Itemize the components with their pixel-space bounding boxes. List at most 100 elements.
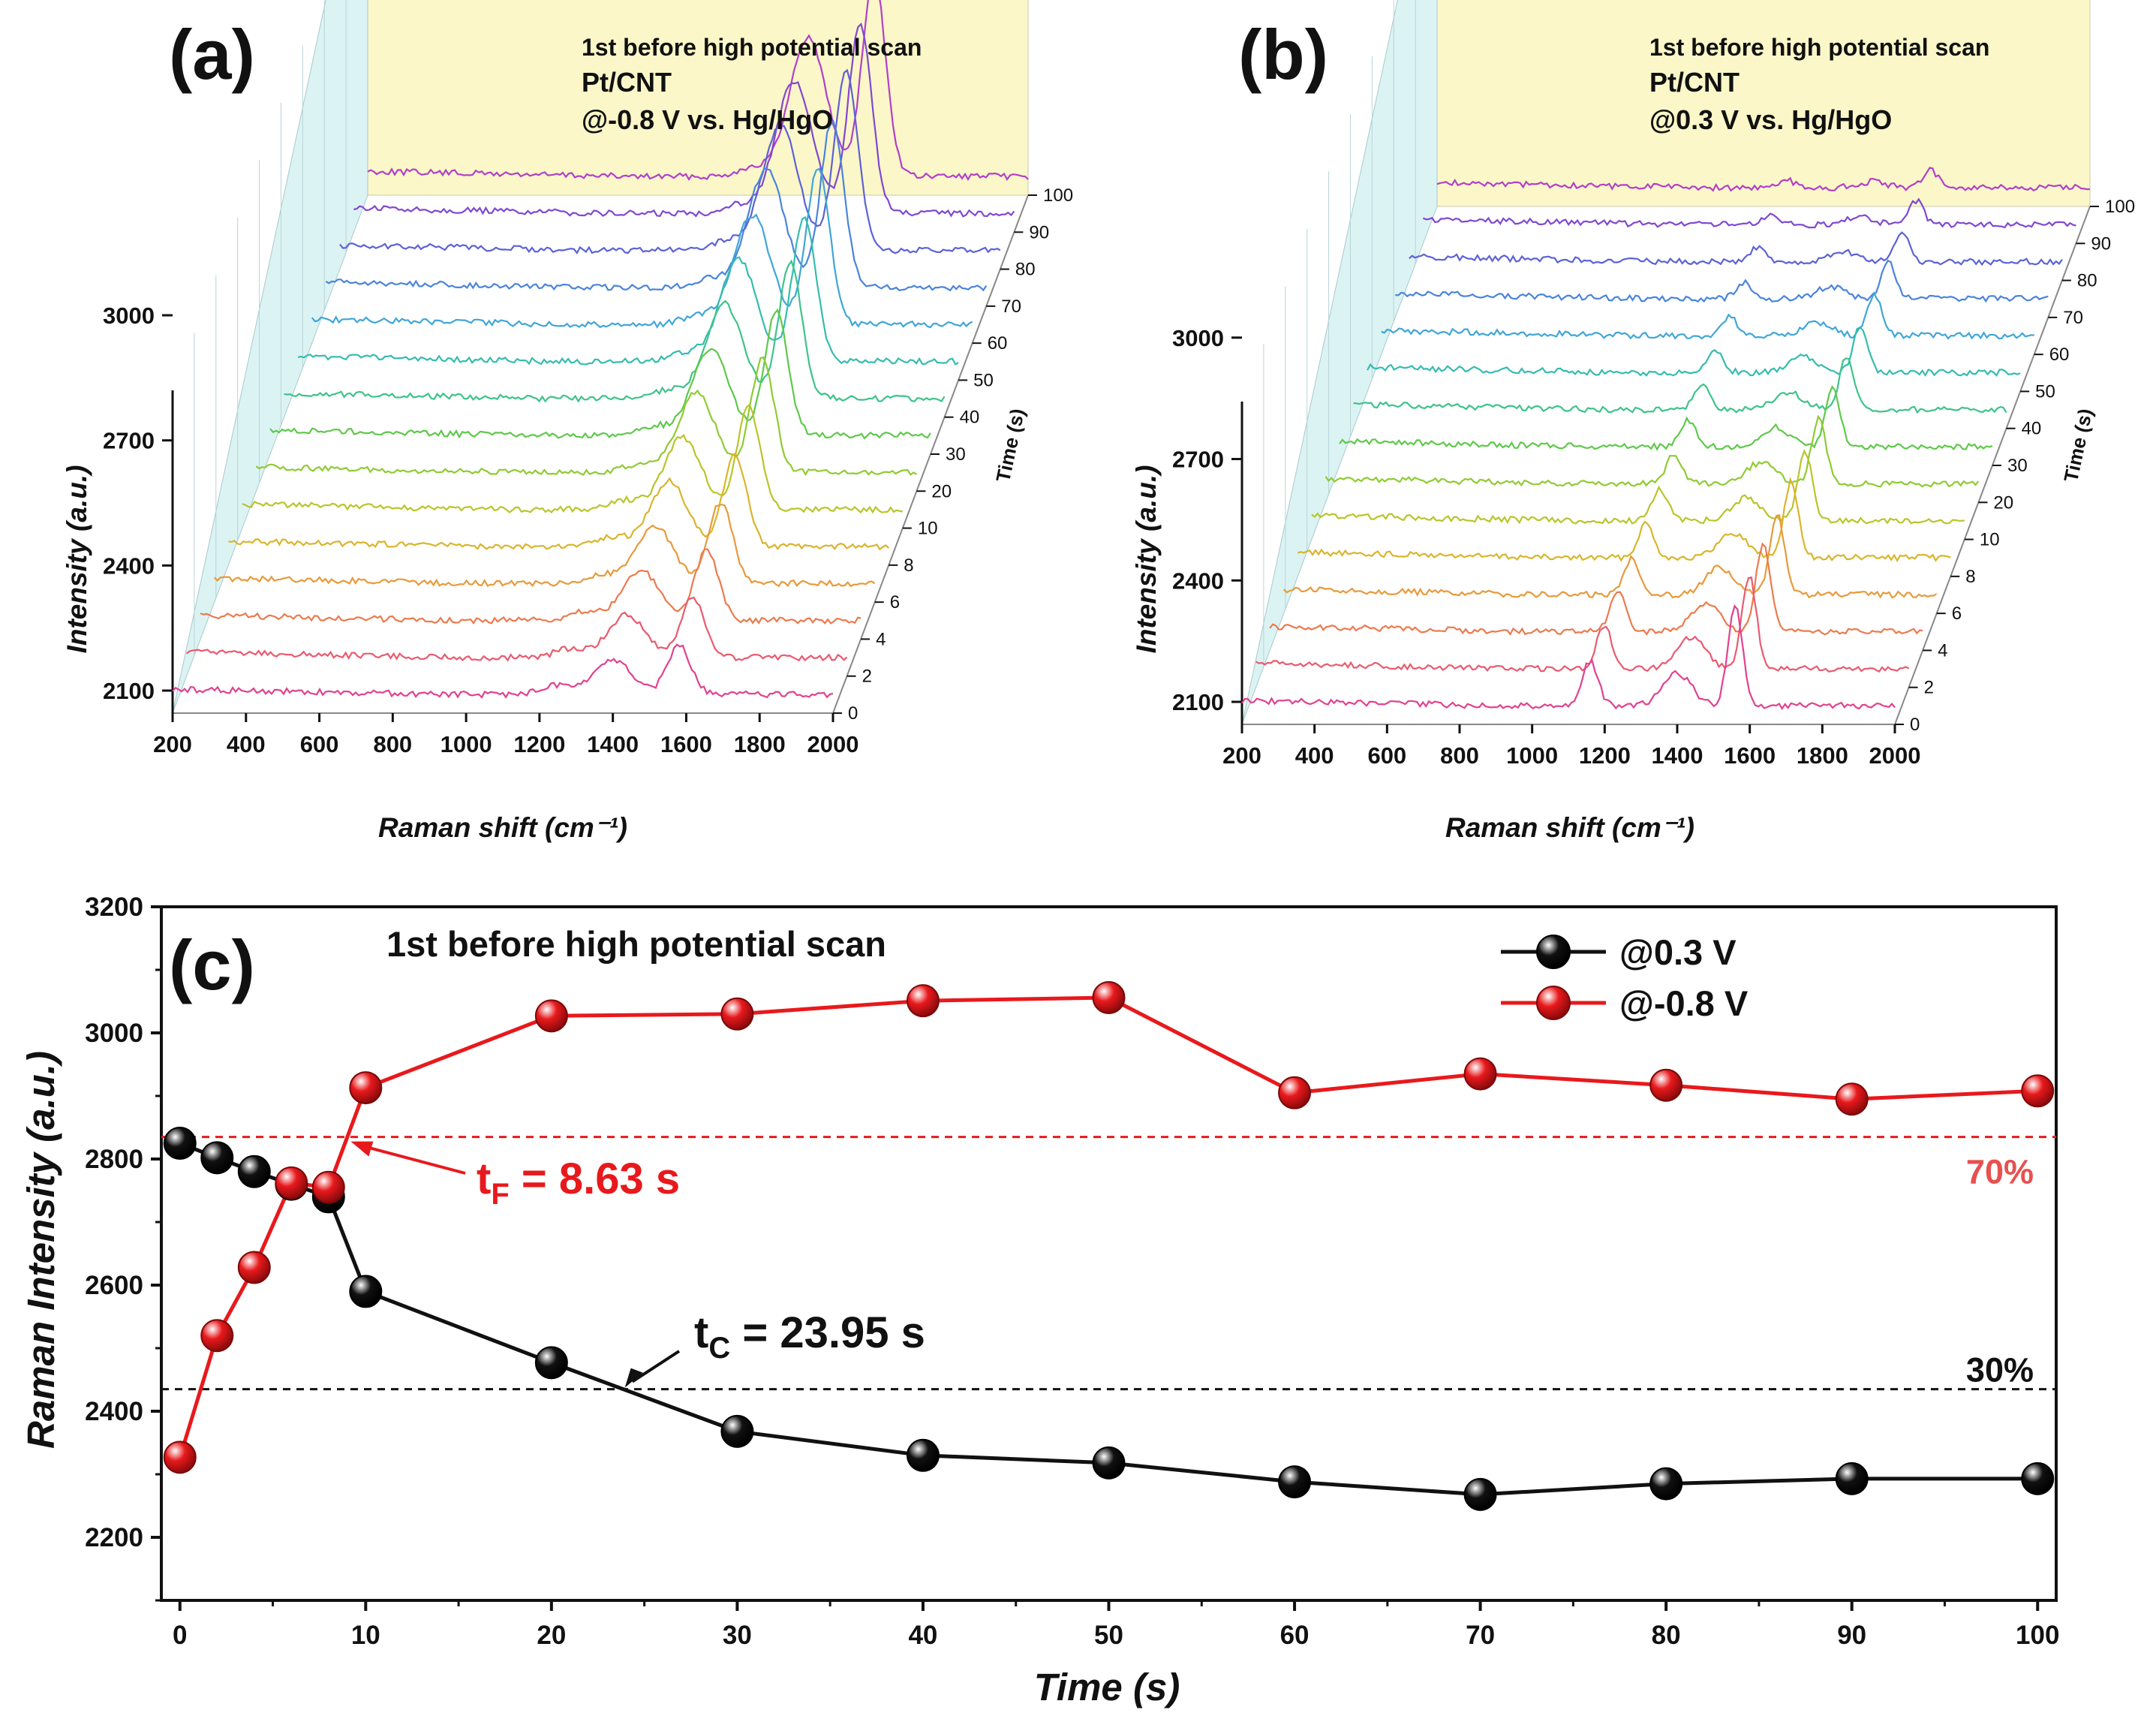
panel-a-spectrum-60	[311, 167, 973, 329]
legend-label-1: @-0.8 V	[1619, 983, 1749, 1023]
panel-a-spectrum-4	[200, 548, 861, 625]
panel-a-back-wall	[367, 0, 1029, 196]
panel-c-x-axis-title: Time (s)	[1034, 1666, 1180, 1708]
panel-b-time-tick-label: 40	[2022, 419, 2042, 439]
panel-b-x-tick-label: 1000	[1506, 742, 1558, 769]
panel-a-time-axis-title: Time (s)	[991, 406, 1029, 483]
panel-c-series-line-0	[179, 1141, 2038, 1497]
panel-c-ref-label-30%: 30%	[1966, 1351, 2034, 1389]
panel-b-time-tick-label: 70	[2063, 308, 2083, 328]
panel-c-point-1-100	[2021, 1074, 2055, 1108]
panel-a-time-tick-label: 70	[1001, 297, 1021, 317]
panel-b-x-tick-label: 2000	[1869, 742, 1921, 769]
annotation-tF: tF = 8.63 s	[477, 1154, 680, 1211]
panel-a-inset-line-1: 1st before high potential scan	[582, 34, 922, 61]
panel-b-spectrum-100	[1436, 167, 2091, 192]
annotation-arrowhead-tF	[350, 1141, 374, 1157]
panel-b-side-wall	[1241, 0, 1438, 725]
panel-a-x-tick-label: 200	[153, 731, 192, 757]
panel-label-b: (b)	[1238, 15, 1328, 94]
panel-c-point-1-0	[163, 1440, 197, 1474]
panel-a-time-tick-label: 40	[960, 408, 980, 428]
panel-b-spectrum-20	[1325, 414, 1980, 488]
legend-marker-1	[1536, 986, 1571, 1020]
panel-c-ref-label-70%: 70%	[1966, 1153, 2034, 1191]
panel-c-x-tick-label: 0	[173, 1621, 187, 1650]
panel-c-point-0-2	[200, 1141, 234, 1175]
panel-c-point-0-80	[1649, 1467, 1683, 1501]
panel-c-point-1-90	[1835, 1082, 1869, 1116]
panel-c-x-tick-label: 80	[1652, 1621, 1681, 1650]
panel-a-time-tick-label: 8	[904, 555, 913, 576]
annotation-arrowhead-tC	[624, 1368, 643, 1388]
panel-c-point-1-60	[1278, 1076, 1312, 1109]
panel-a-x-tick-label: 1200	[513, 731, 565, 757]
panel-b-x-tick-label: 1200	[1579, 742, 1631, 769]
panel-c-point-0-20	[534, 1346, 568, 1380]
panel-b-spectrum-6	[1282, 513, 1938, 599]
panel-c-point-0-30	[720, 1414, 754, 1448]
panel-b-x-axis-title: Raman shift (cm⁻¹)	[1445, 812, 1694, 843]
panel-a-spectrum-80	[339, 68, 1001, 255]
panel-a-inset-line-2: Pt/CNT	[582, 67, 672, 98]
panel-a-spectrum-70	[325, 119, 988, 292]
panel-a-spectrum-40	[284, 259, 946, 403]
panel-b-spectrum-8	[1297, 477, 1951, 563]
panel-a-time-tick-label: 2	[862, 667, 872, 687]
annotation-tC: tC = 23.95 s	[694, 1308, 925, 1365]
panel-c-x-tick-label: 50	[1094, 1621, 1123, 1650]
panel-c-y-axis-title: Raman Intensity (a.u.)	[20, 1051, 62, 1449]
panel-c-point-1-6	[275, 1166, 308, 1200]
panel-a-spectrum-20	[255, 356, 917, 477]
panel-c-point-0-40	[906, 1438, 940, 1472]
panel-a-time-tick-label: 60	[988, 333, 1008, 354]
panel-a-spectrum-2	[185, 596, 848, 662]
panel-c-point-1-80	[1649, 1068, 1683, 1102]
panel-b-spectrum-90	[1422, 197, 2076, 229]
panel-b-x-tick-label: 200	[1222, 742, 1261, 769]
panel-c-point-1-40	[906, 984, 940, 1018]
panel-b-y-tick-label: 2700	[1172, 447, 1224, 473]
panel-b-time-tick-label: 8	[1965, 567, 1975, 587]
panel-b-time-tick-label: 90	[2091, 233, 2111, 254]
panel-a-spectrum-90	[353, 22, 1015, 218]
panel-b-spectrum-50	[1367, 326, 2021, 378]
annotation-arrow-tC	[631, 1350, 681, 1383]
panel-a-time-tick-label: 100	[1043, 185, 1073, 206]
panel-a-x-tick-label: 400	[227, 731, 266, 757]
panel-c-x-tick-label: 90	[1837, 1621, 1866, 1650]
panel-c-x-tick-label: 100	[2016, 1621, 2059, 1650]
panel-b-spectrum-60	[1381, 291, 2034, 340]
panel-c-point-1-30	[720, 997, 754, 1031]
panel-c-y-tick-label: 2400	[85, 1397, 143, 1426]
panel-a-spectrum-0	[172, 643, 834, 699]
panel-c-point-1-50	[1092, 980, 1126, 1014]
panel-b-y-tick-label: 2100	[1172, 689, 1224, 715]
panel-b-inset-line-1: 1st before high potential scan	[1649, 34, 1989, 61]
panel-b-spectrum-4	[1269, 542, 1923, 637]
panel-a-y-tick-label: 2400	[103, 552, 155, 579]
panel-a-spectrum-8	[228, 453, 890, 551]
panel-c-y-tick-label: 2200	[85, 1523, 143, 1552]
panel-b-time-tick-label: 100	[2105, 197, 2135, 217]
panel-a-time-tick-label: 20	[931, 481, 952, 501]
panel-c-x-tick-label: 10	[351, 1621, 380, 1650]
panel-a-time-tick-label: 50	[973, 370, 994, 390]
panel-b-x-tick-label: 400	[1295, 742, 1334, 769]
panel-label-a: (a)	[169, 15, 255, 94]
panel-a-spectrum-30	[269, 308, 931, 440]
panel-c-point-0-4	[237, 1154, 271, 1188]
panel-b-inset-line-3: @0.3 V vs. Hg/HgO	[1649, 104, 1892, 135]
panel-b-spectrum-0	[1241, 604, 1896, 711]
panel-b-time-tick-label: 0	[1910, 715, 1920, 735]
panel-b-x-tick-label: 800	[1440, 742, 1479, 769]
panel-a-side-wall	[172, 0, 368, 714]
panel-c-x-tick-label: 20	[537, 1621, 566, 1650]
panel-c-point-1-10	[349, 1071, 383, 1105]
panel-b-spectrum-2	[1255, 576, 1910, 673]
panel-b-x-tick-label: 1600	[1724, 742, 1776, 769]
panel-a-time-tick-label: 6	[890, 592, 900, 613]
panel-b-time-tick-label: 50	[2035, 381, 2055, 402]
panel-c-point-0-50	[1092, 1446, 1126, 1480]
panel-c-point-0-70	[1463, 1477, 1497, 1511]
